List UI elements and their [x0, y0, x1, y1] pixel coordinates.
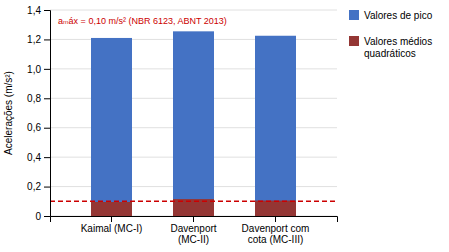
legend-swatch [349, 36, 359, 46]
annotation: aₘáx = 0,10 m/s² (NBR 6123, ABNT 2013) [58, 16, 227, 26]
tick: Davenport comcota (MC-III) [242, 216, 310, 245]
legend-item: Valores médiosquadráticos [349, 36, 432, 59]
tick: 1,2 [27, 34, 50, 45]
tick-mark [275, 216, 276, 222]
tick-label: 0,4 [27, 152, 41, 163]
tick-mark [44, 128, 50, 129]
tick-mark [44, 157, 50, 158]
legend-swatch [349, 10, 359, 20]
axis-line [51, 217, 338, 223]
legend-label: Valores médiosquadráticos [364, 36, 432, 59]
tick-label: 1,2 [27, 34, 41, 45]
tick-label: 0,2 [27, 181, 41, 192]
grid-line [50, 10, 337, 11]
tick: 0,8 [27, 93, 50, 104]
tick-label: 0,6 [27, 122, 41, 133]
bar [255, 36, 296, 216]
tick: Kaimal (MC-I) [81, 216, 143, 234]
legend-item: Valores de pico [349, 10, 433, 21]
bar [173, 31, 214, 216]
tick-label: 0 [35, 211, 41, 222]
reference-line [50, 201, 337, 203]
bar [91, 38, 132, 216]
y-label: Acelerações (m/s²) [3, 71, 14, 155]
grid [50, 10, 337, 216]
plot: 0 0,2 0,4 0,6 0,8 1,0 1,2 1,4 Kaimal (MC-I) Daven… [3, 5, 338, 245]
legend: Valores de pico Valores médiosquadráticos [349, 10, 433, 59]
tick: 0 [35, 211, 50, 222]
tick-label: 0,8 [27, 93, 41, 104]
tick-mark [44, 187, 50, 188]
chart: 0 0,2 0,4 0,6 0,8 1,0 1,2 1,4 Kaimal (MC-I) Daven… [0, 0, 449, 252]
legend-label: Valores de pico [364, 10, 433, 21]
tick: 0,6 [27, 122, 50, 133]
bar [91, 202, 132, 216]
tick-label: 1,0 [27, 64, 41, 75]
tick: 1,0 [27, 64, 50, 75]
tick-mark [44, 10, 50, 11]
x-axis: Kaimal (MC-I) Davenport(MC-II) Davenport c… [51, 216, 338, 245]
tick-mark [111, 216, 112, 222]
tick-mark [44, 216, 50, 217]
tick: 0,4 [27, 152, 50, 163]
tick-label: Davenport comcota (MC-III) [242, 223, 310, 245]
tick: 1,4 [27, 5, 50, 16]
tick-mark [193, 216, 194, 222]
series [91, 31, 296, 216]
tick-mark [44, 39, 50, 40]
axis-line [44, 11, 51, 217]
marks [50, 31, 337, 216]
tick-label: Davenport(MC-II) [170, 223, 216, 245]
tick: 0,2 [27, 181, 50, 192]
tick-mark [44, 98, 50, 99]
tick-label: 1,4 [27, 5, 41, 16]
bar [255, 201, 296, 216]
tick-mark [44, 69, 50, 70]
series [91, 199, 296, 216]
tick-label: Kaimal (MC-I) [81, 223, 143, 234]
y-axis: 0 0,2 0,4 0,6 0,8 1,0 1,2 1,4 [27, 5, 50, 222]
tick: Davenport(MC-II) [170, 216, 216, 245]
